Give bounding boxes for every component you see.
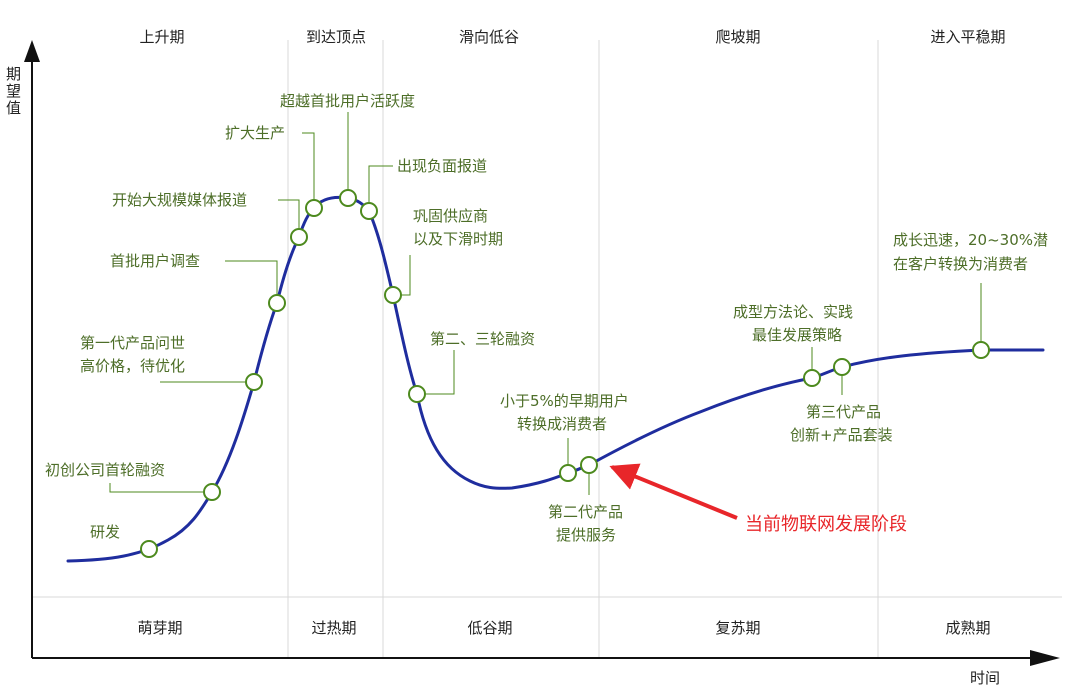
x-axis-arrowhead [1030, 650, 1060, 666]
bottom-phase-overheat: 过热期 [311, 619, 356, 637]
marker-first-users [268, 294, 286, 312]
label-third-gen-line2: 创新+产品套装 [790, 426, 893, 444]
marker-growth [972, 341, 990, 359]
label-first-gen-line2: 高价格，待优化 [80, 357, 185, 375]
label-first-gen-line1: 第一代产品问世 [80, 334, 185, 352]
bottom-phase-trough: 低谷期 [467, 619, 512, 637]
marker-exceed-activity [339, 189, 357, 207]
bottom-phase-maturity: 成熟期 [945, 619, 990, 637]
label-expand-production: 扩大生产 [225, 124, 285, 142]
marker-first-gen [245, 373, 263, 391]
marker-mass-media [290, 228, 308, 246]
phase-dividers [32, 40, 1062, 658]
label-second-gen-line1: 第二代产品 [548, 503, 623, 521]
label-growth-line2: 在客户转换为消费者 [893, 255, 1028, 273]
y-axis-label-3: 值 [6, 99, 21, 117]
marker-negative-reports [360, 202, 378, 220]
marker-second-gen [580, 456, 598, 474]
marker-first-funding [203, 483, 221, 501]
bottom-phase-recovery: 复苏期 [715, 619, 760, 637]
leader-mass-media [278, 199, 300, 237]
label-consolidate-line2: 以及下滑时期 [413, 230, 503, 248]
label-methodology-line2: 最佳发展策略 [752, 326, 842, 344]
callout-arrow [609, 463, 738, 520]
marker-research [140, 540, 158, 558]
y-axis-label-1: 期 [6, 65, 21, 83]
label-second-third-funding: 第二、三轮融资 [430, 330, 535, 348]
y-axis-arrowhead [24, 40, 40, 62]
callout-text: 当前物联网发展阶段 [745, 514, 907, 535]
top-phase-climbing: 爬坡期 [715, 28, 760, 46]
leader-second-third-funding [417, 350, 455, 395]
leader-lines [109, 112, 982, 495]
axes [24, 40, 1060, 666]
label-research: 研发 [90, 523, 120, 541]
label-second-gen-line2: 提供服务 [556, 526, 616, 544]
leader-expand-production [302, 132, 315, 208]
marker-expand-production [305, 199, 323, 217]
leader-first-users [225, 260, 278, 303]
label-methodology-line1: 成型方法论、实践 [733, 303, 853, 321]
top-phase-plateau: 进入平稳期 [930, 28, 1005, 46]
label-third-gen-line1: 第三代产品 [806, 403, 881, 421]
label-exceed-activity: 超越首批用户活跃度 [280, 92, 415, 110]
marker-early-users [559, 464, 577, 482]
bottom-phase-germination: 萌芽期 [137, 619, 182, 637]
label-consolidate-line1: 巩固供应商 [413, 207, 488, 225]
curve-markers [140, 189, 990, 558]
top-phase-peak: 到达顶点 [306, 28, 366, 46]
label-early-users-line2: 转换成消费者 [517, 415, 607, 433]
marker-consolidate [384, 286, 402, 304]
marker-second-third-funding [408, 385, 426, 403]
label-first-users: 首批用户调查 [110, 252, 200, 270]
top-phase-sliding: 滑向低谷 [459, 28, 519, 46]
top-phase-rising: 上升期 [139, 28, 184, 46]
label-negative-reports: 出现负面报道 [397, 157, 487, 175]
label-early-users-line1: 小于5%的早期用户 [500, 392, 629, 410]
x-axis-label: 时间 [970, 669, 1000, 687]
label-mass-media: 开始大规模媒体报道 [112, 191, 247, 209]
leader-first-funding [109, 483, 212, 493]
label-first-funding: 初创公司首轮融资 [45, 461, 165, 479]
label-growth-line1: 成长迅速，20~30%潜 [893, 231, 1048, 249]
leader-negative-reports [368, 165, 393, 211]
marker-methodology [803, 369, 821, 387]
y-axis-label-2: 望 [6, 82, 21, 100]
marker-third-gen [833, 358, 851, 376]
